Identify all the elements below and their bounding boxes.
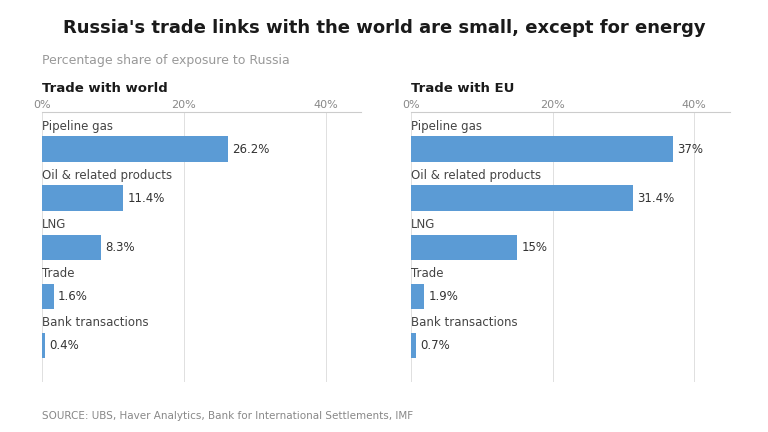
Text: Trade: Trade bbox=[42, 267, 74, 280]
Text: 1.6%: 1.6% bbox=[58, 290, 88, 303]
Text: 0.4%: 0.4% bbox=[49, 339, 79, 352]
Text: SOURCE: UBS, Haver Analytics, Bank for International Settlements, IMF: SOURCE: UBS, Haver Analytics, Bank for I… bbox=[42, 411, 413, 421]
Text: 26.2%: 26.2% bbox=[232, 143, 270, 156]
Text: Trade with world: Trade with world bbox=[42, 82, 168, 95]
Text: Pipeline gas: Pipeline gas bbox=[411, 120, 482, 133]
Bar bbox=[411, 137, 673, 162]
Bar bbox=[42, 185, 123, 211]
Text: Percentage share of exposure to Russia: Percentage share of exposure to Russia bbox=[42, 54, 290, 67]
Text: LNG: LNG bbox=[411, 218, 435, 231]
Text: 11.4%: 11.4% bbox=[127, 192, 164, 205]
Bar bbox=[42, 235, 101, 260]
Text: 1.9%: 1.9% bbox=[429, 290, 458, 303]
Text: 31.4%: 31.4% bbox=[637, 192, 675, 205]
Text: Bank transactions: Bank transactions bbox=[411, 316, 518, 329]
Text: Bank transactions: Bank transactions bbox=[42, 316, 149, 329]
Text: Oil & related products: Oil & related products bbox=[42, 169, 172, 182]
Text: LNG: LNG bbox=[42, 218, 67, 231]
Text: Trade with EU: Trade with EU bbox=[411, 82, 515, 95]
Text: Oil & related products: Oil & related products bbox=[411, 169, 541, 182]
Text: 37%: 37% bbox=[677, 143, 703, 156]
Bar bbox=[42, 284, 54, 309]
Text: Russia's trade links with the world are small, except for energy: Russia's trade links with the world are … bbox=[63, 19, 705, 38]
Text: Trade: Trade bbox=[411, 267, 443, 280]
Bar bbox=[42, 333, 45, 358]
Bar bbox=[42, 137, 228, 162]
Text: 0.7%: 0.7% bbox=[420, 339, 450, 352]
Text: 15%: 15% bbox=[521, 241, 548, 254]
Bar bbox=[411, 333, 415, 358]
Bar bbox=[411, 284, 425, 309]
Text: 8.3%: 8.3% bbox=[105, 241, 135, 254]
Bar bbox=[411, 235, 517, 260]
Bar bbox=[411, 185, 634, 211]
Text: Pipeline gas: Pipeline gas bbox=[42, 120, 113, 133]
